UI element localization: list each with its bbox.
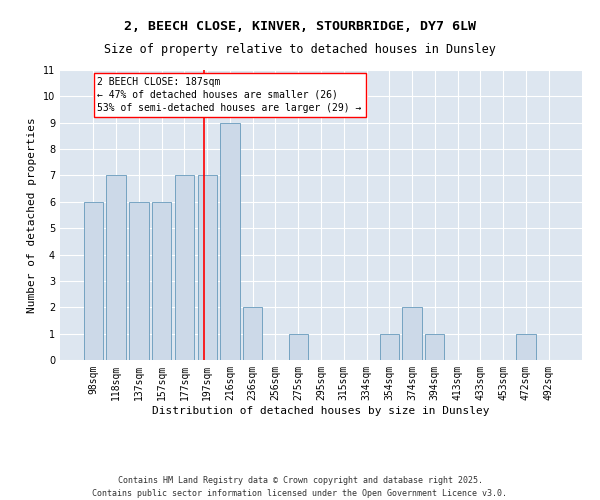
Bar [220,122,239,360]
Bar [175,176,194,360]
Y-axis label: Number of detached properties: Number of detached properties [28,117,37,313]
Bar [84,202,103,360]
Bar [403,308,422,360]
Bar [129,202,149,360]
Bar [243,308,262,360]
Bar [289,334,308,360]
Text: Size of property relative to detached houses in Dunsley: Size of property relative to detached ho… [104,42,496,56]
Bar [380,334,399,360]
X-axis label: Distribution of detached houses by size in Dunsley: Distribution of detached houses by size … [152,406,490,415]
Bar [516,334,536,360]
Bar [197,176,217,360]
Text: 2, BEECH CLOSE, KINVER, STOURBRIDGE, DY7 6LW: 2, BEECH CLOSE, KINVER, STOURBRIDGE, DY7… [124,20,476,33]
Bar [425,334,445,360]
Text: Contains HM Land Registry data © Crown copyright and database right 2025.
Contai: Contains HM Land Registry data © Crown c… [92,476,508,498]
Bar [106,176,126,360]
Text: 2 BEECH CLOSE: 187sqm
← 47% of detached houses are smaller (26)
53% of semi-deta: 2 BEECH CLOSE: 187sqm ← 47% of detached … [97,76,362,113]
Bar [152,202,172,360]
